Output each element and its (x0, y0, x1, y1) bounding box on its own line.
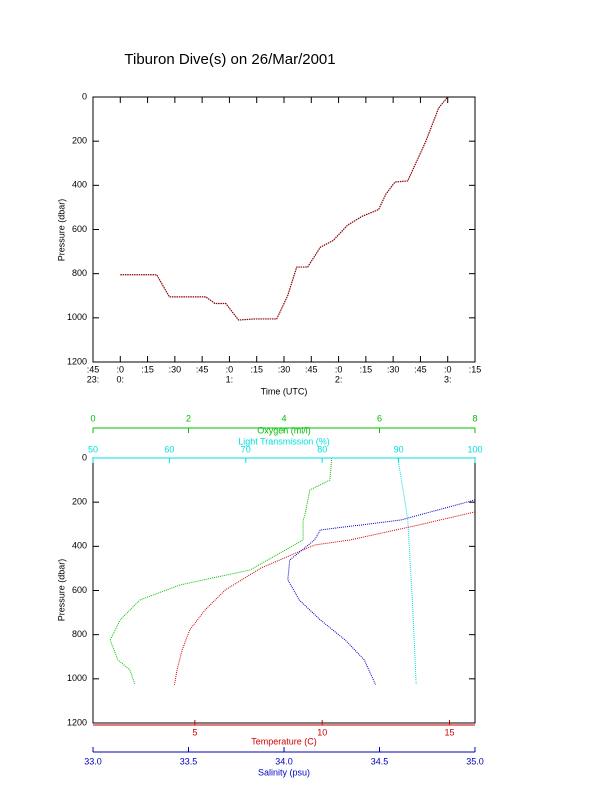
x-hour-label: 0: (117, 374, 125, 384)
chart-title: Tiburon Dive(s) on 26/Mar/2001 (124, 51, 335, 68)
x-tick-label: 34.5 (371, 756, 389, 766)
x-tick-label: 0 (90, 413, 95, 423)
y-tick-label: 0 (82, 452, 87, 462)
y-tick-label: 400 (72, 180, 87, 190)
x-axis-label: Time (UTC) (261, 386, 308, 396)
y-tick-label: 1200 (67, 356, 87, 366)
profile-line (397, 457, 417, 685)
x-tick-label: 4 (281, 413, 286, 423)
x-tick-label: :0 (117, 364, 125, 374)
y-tick-label: 600 (72, 224, 87, 234)
x-tick-label: :15 (141, 364, 154, 374)
x-tick-label: 33.5 (180, 756, 198, 766)
x-tick-label: 80 (317, 444, 327, 454)
x-tick-label: 5 (192, 727, 197, 737)
y-axis-label: Pressure (dbar) (56, 559, 66, 622)
x-tick-label: 90 (394, 444, 404, 454)
x-tick-label: :45 (87, 364, 100, 374)
x-tick-label: :0 (226, 364, 234, 374)
x-tick-label: 10 (317, 727, 327, 737)
x-tick-label: :15 (250, 364, 263, 374)
x-hour-label: 3: (444, 374, 452, 384)
x-tick-label: 70 (241, 444, 251, 454)
axis-title: Light Transmission (%) (238, 436, 330, 446)
x-tick-label: :45 (305, 364, 318, 374)
x-tick-label: :30 (387, 364, 400, 374)
y-tick-label: 200 (72, 497, 87, 507)
y-tick-label: 800 (72, 629, 87, 639)
y-tick-label: 600 (72, 585, 87, 595)
axis-title: Temperature (C) (251, 736, 317, 746)
x-tick-label: 35.0 (466, 756, 484, 766)
x-tick-label: 60 (164, 444, 174, 454)
x-tick-label: 33.0 (84, 756, 102, 766)
profile-line (174, 511, 476, 685)
y-tick-label: 800 (72, 268, 87, 278)
y-tick-label: 1200 (67, 717, 87, 727)
y-tick-label: 0 (82, 91, 87, 101)
profile-line (109, 457, 333, 685)
y-tick-label: 400 (72, 541, 87, 551)
y-tick-label: 200 (72, 136, 87, 146)
x-tick-label: 15 (445, 727, 455, 737)
x-hour-label: 2: (335, 374, 343, 384)
axis-title: Salinity (psu) (258, 767, 310, 777)
plot-frame (92, 96, 476, 363)
pressure-line (120, 96, 449, 321)
x-tick-label: 6 (377, 413, 382, 423)
x-tick-label: 2 (186, 413, 191, 423)
profile-line (287, 499, 476, 686)
x-tick-label: :30 (169, 364, 182, 374)
y-axis-label: Pressure (dbar) (56, 199, 66, 262)
plot-frame (92, 457, 476, 724)
x-tick-label: :45 (414, 364, 427, 374)
x-tick-label: :0 (444, 364, 452, 374)
x-hour-label: 1: (226, 374, 234, 384)
x-tick-label: :0 (335, 364, 343, 374)
x-tick-label: 100 (467, 444, 482, 454)
x-tick-label: 8 (472, 413, 477, 423)
x-tick-label: :45 (196, 364, 209, 374)
x-tick-label: :15 (469, 364, 482, 374)
x-tick-label: 50 (88, 444, 98, 454)
x-tick-label: 34.0 (275, 756, 293, 766)
x-tick-label: :30 (278, 364, 291, 374)
x-tick-label: :15 (360, 364, 373, 374)
y-tick-label: 1000 (67, 312, 87, 322)
x-hour-label: 23: (87, 374, 100, 384)
y-tick-label: 1000 (67, 673, 87, 683)
